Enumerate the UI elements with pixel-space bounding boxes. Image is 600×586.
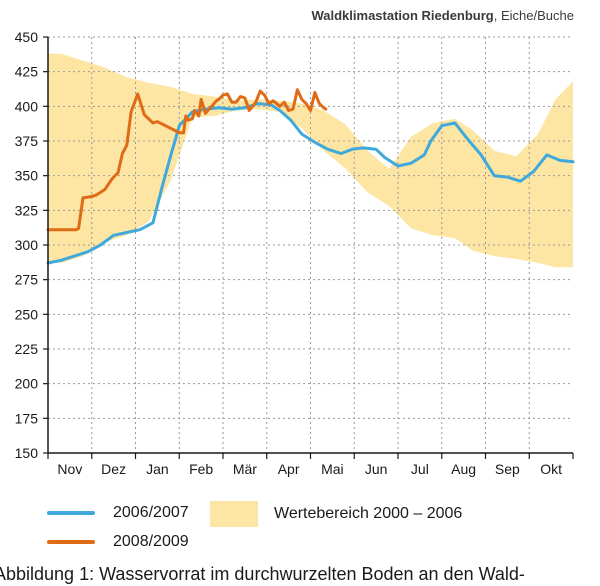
series-layer — [46, 88, 575, 265]
tree-species: Eiche/Buche — [501, 8, 574, 23]
legend-label-range: Wertebereich 2000 – 2006 — [274, 505, 463, 522]
series-line-2006-2007 — [46, 102, 575, 265]
x-tick-label-1: Nov — [57, 461, 82, 477]
x-tick-label-4: Feb — [189, 461, 213, 477]
y-tick-label-350: 350 — [15, 168, 39, 184]
y-tick-label-375: 375 — [15, 133, 39, 149]
x-tick-label-7: Mai — [321, 461, 344, 477]
station-name: Waldklimastation Riedenburg — [311, 8, 494, 23]
y-tick-label-425: 425 — [15, 64, 39, 80]
x-tick-label-2: Dez — [101, 461, 126, 477]
y-tick-label-450: 450 — [15, 29, 39, 45]
x-tick-label-11: Sep — [495, 461, 520, 477]
legend-entry-2006-2007: 2006/2007 — [47, 504, 189, 522]
y-tick-label-200: 200 — [15, 376, 39, 392]
y-tick-label-225: 225 — [15, 341, 39, 357]
y-tick-label-300: 300 — [15, 237, 39, 253]
x-tick-label-12: Okt — [540, 461, 562, 477]
x-tick-label-8: Jun — [365, 461, 388, 477]
title-separator: , — [493, 8, 498, 23]
legend-label-2008-2009: 2008/2009 — [113, 533, 189, 550]
x-tick-label-9: Jul — [411, 461, 429, 477]
series-line-2008-2009 — [46, 88, 328, 232]
x-tick-label-10: Aug — [451, 461, 476, 477]
axes-layer: 150 175 200 225 250 275 300 325 350 375 400 425 450 N… — [15, 29, 574, 477]
range-band-area — [48, 53, 573, 268]
x-tick-label-5: Mär — [233, 461, 257, 477]
grid-layer — [48, 36, 573, 453]
figure-caption: Abbildung 1: Wasservorrat im durchwurzel… — [0, 564, 525, 584]
range-band-layer — [48, 53, 573, 268]
y-tick-label-175: 175 — [15, 410, 39, 426]
y-tick-label-325: 325 — [15, 202, 39, 218]
legend-swatch-range — [210, 501, 258, 527]
y-tick-label-400: 400 — [15, 98, 39, 114]
legend-entry-2008-2009: 2008/2009 — [47, 533, 189, 551]
y-tick-label-275: 275 — [15, 272, 39, 288]
x-tick-label-3: Jan — [146, 461, 169, 477]
legend-entry-range: Wertebereich 2000 – 2006 — [210, 501, 462, 527]
legend-swatch-orange — [47, 540, 95, 544]
legend-label-2006-2007: 2006/2007 — [113, 504, 189, 521]
station-title: Waldklimastation Riedenburg, Eiche/Buche — [311, 8, 574, 23]
legend-swatch-blue — [47, 511, 95, 515]
y-tick-label-250: 250 — [15, 306, 39, 322]
y-tick-label-150: 150 — [15, 445, 39, 461]
x-tick-label-6: Apr — [278, 461, 300, 477]
